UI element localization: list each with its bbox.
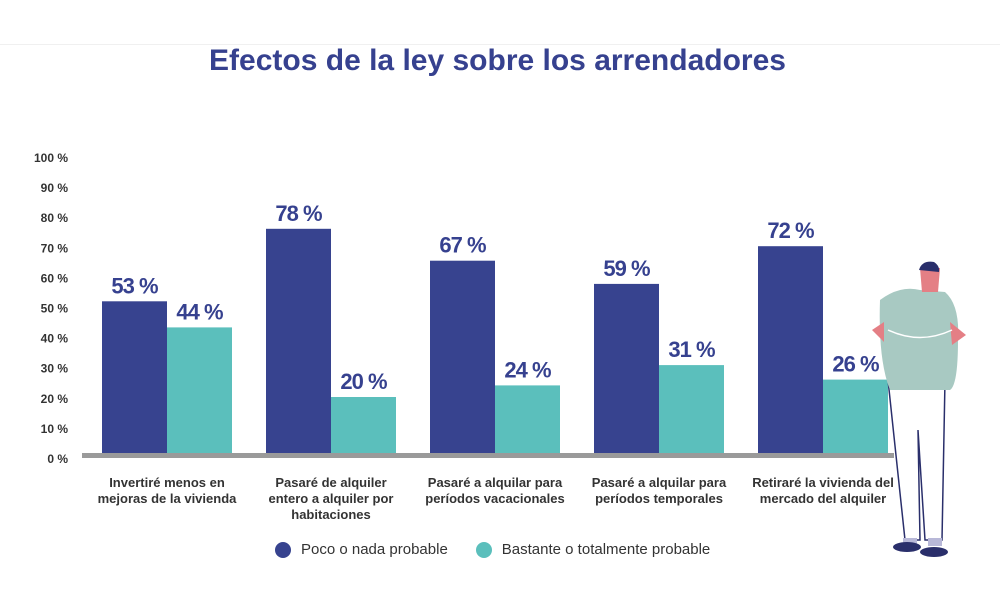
- y-tick-label: 20 %: [41, 392, 69, 406]
- data-label: 59 %: [603, 256, 650, 281]
- x-tick-label: períodos temporales: [595, 491, 723, 506]
- x-tick-label: entero a alquiler por: [269, 491, 394, 506]
- x-axis-line: [82, 453, 894, 458]
- person-part: [887, 379, 946, 541]
- person-part: [928, 538, 942, 546]
- y-tick-label: 60 %: [41, 271, 69, 285]
- data-label: 20 %: [340, 369, 387, 394]
- bar: [758, 246, 823, 455]
- bar: [823, 379, 888, 455]
- bar: [594, 283, 659, 455]
- x-tick-label: períodos vacacionales: [425, 491, 564, 506]
- bar: [331, 397, 396, 455]
- person-part: [950, 322, 966, 345]
- legend-item-bastante: Bastante o totalmente probable: [475, 541, 711, 558]
- bar: [167, 327, 232, 455]
- y-tick-label: 50 %: [41, 302, 69, 316]
- x-tick-label: Invertiré menos en: [109, 475, 225, 490]
- x-tick-label: habitaciones: [291, 507, 370, 522]
- data-label: 44 %: [176, 299, 223, 324]
- y-tick-label: 10 %: [41, 422, 69, 436]
- data-label: 67 %: [439, 233, 486, 258]
- person-part: [903, 538, 917, 546]
- person-part: [893, 542, 921, 552]
- legend-swatch: [475, 541, 492, 558]
- chart-title: Efectos de la ley sobre los arrendadores: [209, 44, 786, 77]
- legend-swatch: [275, 541, 291, 558]
- legend-label: Bastante o totalmente probable: [501, 541, 711, 558]
- bar: [430, 260, 495, 455]
- legend: Poco o nada probable Bastante o totalmen…: [275, 541, 738, 558]
- person-illustration: [872, 261, 966, 557]
- x-tick-label: mejoras de la vivienda: [98, 491, 238, 506]
- x-tick-label: mercado del alquiler: [760, 491, 886, 506]
- person-part: [920, 547, 948, 557]
- y-tick-label: 90 %: [41, 181, 69, 195]
- data-label: 78 %: [275, 201, 322, 226]
- y-tick-label: 0 %: [47, 452, 68, 466]
- bar: [266, 228, 331, 455]
- x-tick-label: Pasaré de alquiler: [275, 475, 386, 490]
- bar: [102, 301, 167, 455]
- legend-item-poco: Poco o nada probable: [275, 541, 448, 558]
- bar: [495, 385, 560, 455]
- x-tick-label: Pasaré a alquilar para: [592, 475, 727, 490]
- legend-label: Poco o nada probable: [301, 541, 448, 558]
- person-part: [919, 261, 940, 272]
- data-label: 31 %: [668, 337, 715, 362]
- divider: [0, 44, 1000, 45]
- data-label: 24 %: [504, 357, 551, 382]
- person-part: [879, 288, 959, 390]
- person-part: [887, 329, 953, 339]
- x-tick-label: Retiraré la vivienda del: [752, 475, 894, 490]
- bar: [659, 365, 724, 455]
- data-label: 72 %: [767, 218, 814, 243]
- person-part: [920, 268, 940, 292]
- x-tick-label: Pasaré a alquilar para: [428, 475, 563, 490]
- y-tick-label: 70 %: [41, 241, 69, 255]
- data-label: 53 %: [111, 273, 158, 298]
- data-label: 26 %: [832, 352, 879, 377]
- y-tick-label: 40 %: [41, 332, 69, 346]
- y-tick-label: 80 %: [41, 211, 69, 225]
- y-tick-label: 30 %: [41, 362, 69, 376]
- person-part: [872, 322, 884, 342]
- y-tick-label: 100 %: [34, 151, 68, 165]
